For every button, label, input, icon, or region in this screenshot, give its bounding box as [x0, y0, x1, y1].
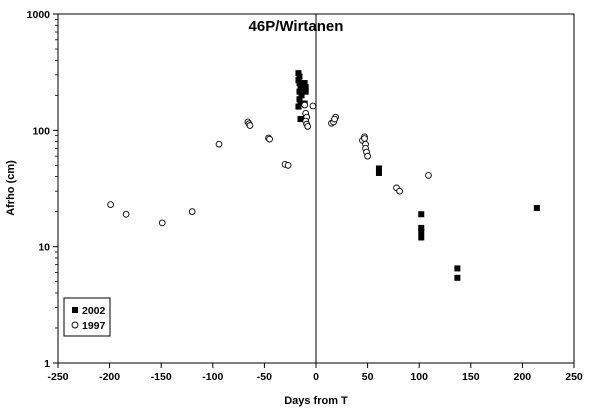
data-point-2002 — [418, 211, 425, 218]
x-tick-label: 150 — [462, 371, 480, 383]
x-tick-label: 50 — [362, 371, 374, 383]
data-point-2002 — [533, 204, 540, 211]
data-point-2002 — [296, 88, 303, 95]
data-point-1997 — [188, 208, 196, 215]
y-tick-label: 10 — [38, 242, 50, 254]
data-point-1997 — [122, 210, 130, 218]
data-point-2002 — [418, 228, 425, 235]
y-axis: 1 10 100 1000 — [27, 9, 58, 370]
data-point-1997 — [361, 135, 368, 142]
y-tick-label: 100 — [32, 125, 50, 137]
x-tick-label: -200 — [99, 371, 120, 383]
y-tick-label: 1000 — [27, 9, 51, 21]
data-point-1997 — [284, 162, 292, 169]
data-point-1997 — [107, 201, 114, 208]
data-point-2002 — [297, 116, 304, 123]
data-point-2002 — [301, 80, 308, 87]
data-point-2002 — [418, 224, 425, 231]
chart-title: 46P/Wirtanen — [249, 18, 344, 35]
data-point-2002 — [302, 84, 309, 91]
data-point-2002 — [375, 165, 382, 172]
data-point-2002 — [296, 80, 303, 87]
legend-label-1997: 1997 — [82, 320, 106, 332]
data-point-1997 — [425, 172, 432, 179]
data-point-1997 — [331, 115, 338, 123]
data-point-2002 — [298, 92, 305, 99]
data-point-1997 — [364, 152, 371, 160]
data-point-1997 — [246, 122, 254, 129]
legend-label-2002: 2002 — [82, 305, 106, 317]
y-tick-label: 1 — [44, 358, 50, 370]
data-point-2002 — [296, 73, 303, 80]
x-tick-label: -50 — [257, 371, 272, 383]
data-point-1997 — [301, 101, 308, 109]
data-point-2002 — [454, 265, 461, 272]
series-layer — [107, 70, 540, 281]
data-point-2002 — [375, 169, 382, 176]
data-point-1997 — [266, 135, 273, 143]
x-tick-label: 200 — [514, 371, 532, 383]
series-1997 — [107, 101, 432, 227]
x-tick-label: -150 — [151, 371, 172, 383]
x-tick-label: 0 — [313, 371, 319, 383]
x-tick-label: -100 — [202, 371, 223, 383]
data-point-1997 — [309, 102, 317, 110]
data-point-1997 — [396, 187, 403, 195]
legend: 2002 1997 — [63, 297, 111, 337]
data-point-1997 — [304, 123, 312, 130]
data-point-2002 — [454, 274, 461, 281]
series-2002 — [295, 70, 540, 281]
x-tick-label: 250 — [565, 371, 583, 383]
legend-box — [63, 297, 111, 337]
data-point-2002 — [297, 100, 304, 107]
legend-marker-1997 — [71, 321, 79, 329]
x-tick-label: -250 — [47, 371, 68, 383]
data-point-2002 — [295, 70, 302, 77]
data-point-2002 — [295, 103, 302, 110]
legend-marker-2002 — [72, 307, 78, 313]
y-axis-title: Afrho (cm) — [5, 160, 17, 216]
x-axis-title: Days from T — [284, 395, 348, 407]
data-point-2002 — [296, 96, 303, 103]
data-point-2002 — [302, 88, 309, 95]
data-point-1997 — [215, 140, 223, 148]
data-point-1997 — [158, 219, 166, 227]
data-point-2002 — [418, 234, 425, 241]
x-axis: -250 -200 -150 -100 -50 0 50 100 150 200 250 — [47, 363, 583, 383]
x-tick-label: 100 — [410, 371, 428, 383]
data-point-2002 — [297, 85, 304, 92]
